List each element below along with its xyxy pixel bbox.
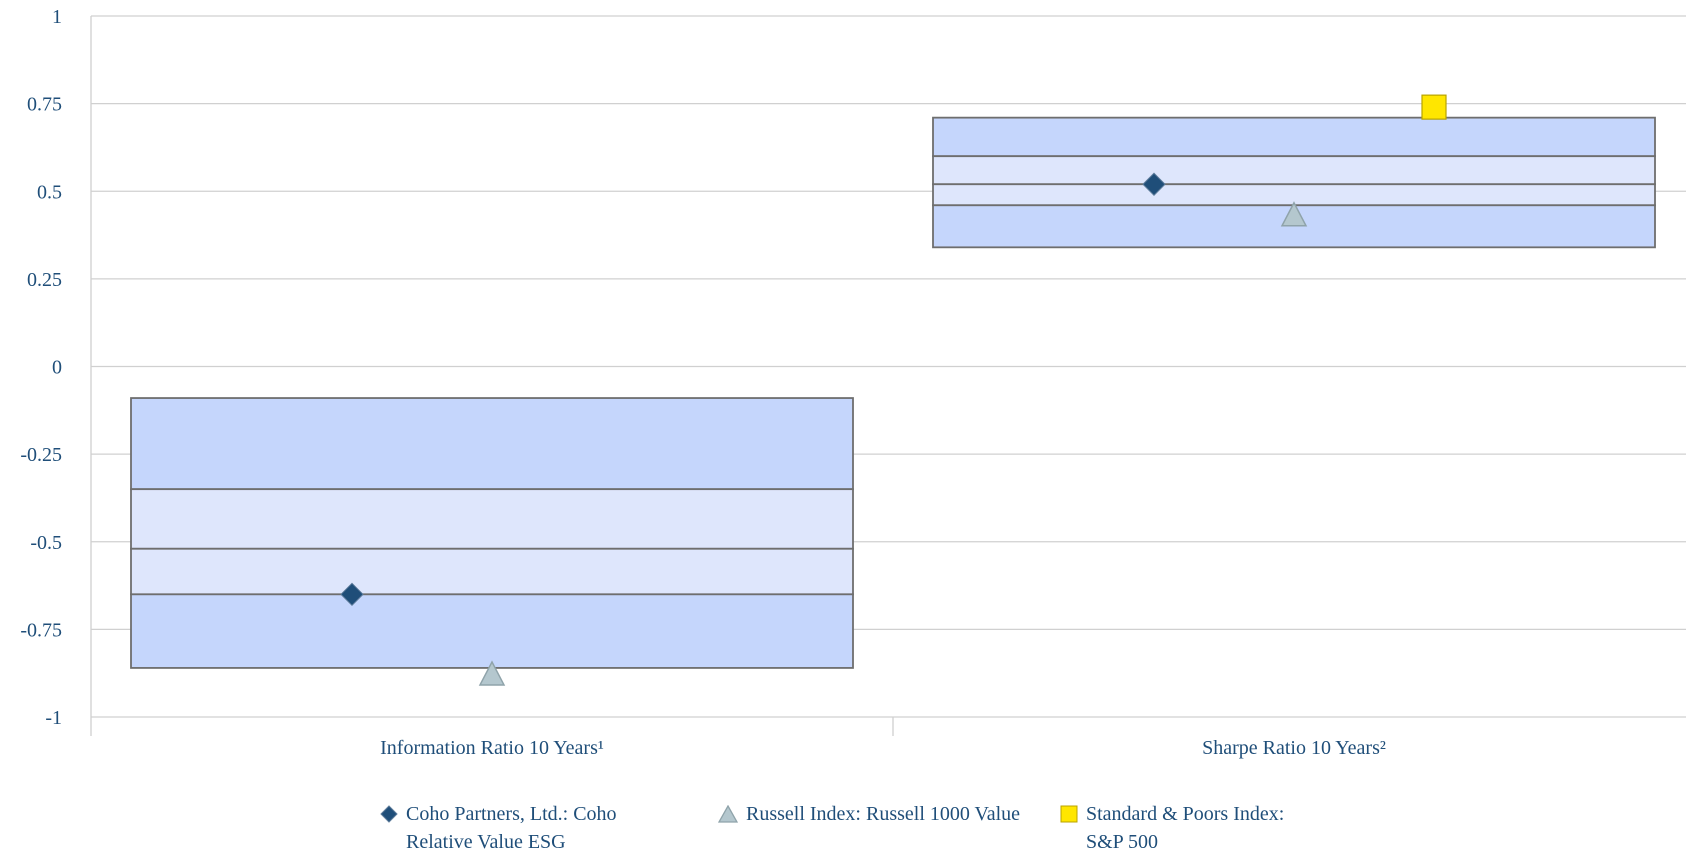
x-category-label: Sharpe Ratio 10 Years² [1202, 737, 1386, 759]
legend-item-sp500: Standard & Poors Index: S&P 500 [1060, 800, 1284, 856]
band-upper-middle-segment [130, 488, 854, 550]
legend-label-coho: Coho Partners, Ltd.: Coho Relative Value… [406, 803, 617, 853]
triangle-marker [1280, 201, 1308, 227]
y-tick-label: -0.75 [20, 619, 62, 641]
diamond-icon [380, 805, 398, 823]
diamond-marker [340, 582, 364, 607]
y-tick-label: -1 [45, 707, 62, 729]
y-tick-label: 1 [52, 6, 62, 28]
band-upper-middle-segment [932, 155, 1656, 186]
band-lower-middle-segment [130, 547, 854, 596]
y-tick-label: -0.25 [20, 444, 62, 466]
y-tick-label: 0.25 [27, 269, 62, 291]
y-tick-label: -0.5 [30, 532, 62, 554]
band-bottom-segment [130, 593, 854, 669]
y-tick-label: 0.5 [37, 181, 62, 203]
diamond-marker [1142, 172, 1166, 196]
chart-area: 1 0.75 0.5 0.25 0 -0.25 -0.5 -0.75 -1 Information… [20, 6, 1686, 759]
square-icon [1060, 805, 1078, 823]
legend-label-sp500: Standard & Poors Index: S&P 500 [1086, 803, 1285, 853]
triangle-icon [718, 805, 738, 823]
legend-label-russell: Russell Index: Russell 1000 Value [746, 803, 1021, 825]
square-marker [1421, 94, 1447, 120]
legend-item-russell: Russell Index: Russell 1000 Value [718, 800, 1020, 828]
triangle-marker [478, 660, 506, 686]
y-tick-label: 0 [52, 357, 62, 379]
y-tick-label: 0.75 [27, 94, 62, 116]
band-top-segment [932, 116, 1656, 158]
legend: Coho Partners, Ltd.: Coho Relative Value… [0, 800, 1686, 858]
legend-item-coho: Coho Partners, Ltd.: Coho Relative Value… [380, 800, 617, 856]
band-top-segment [130, 397, 854, 491]
x-category-label: Information Ratio 10 Years¹ [380, 737, 604, 759]
